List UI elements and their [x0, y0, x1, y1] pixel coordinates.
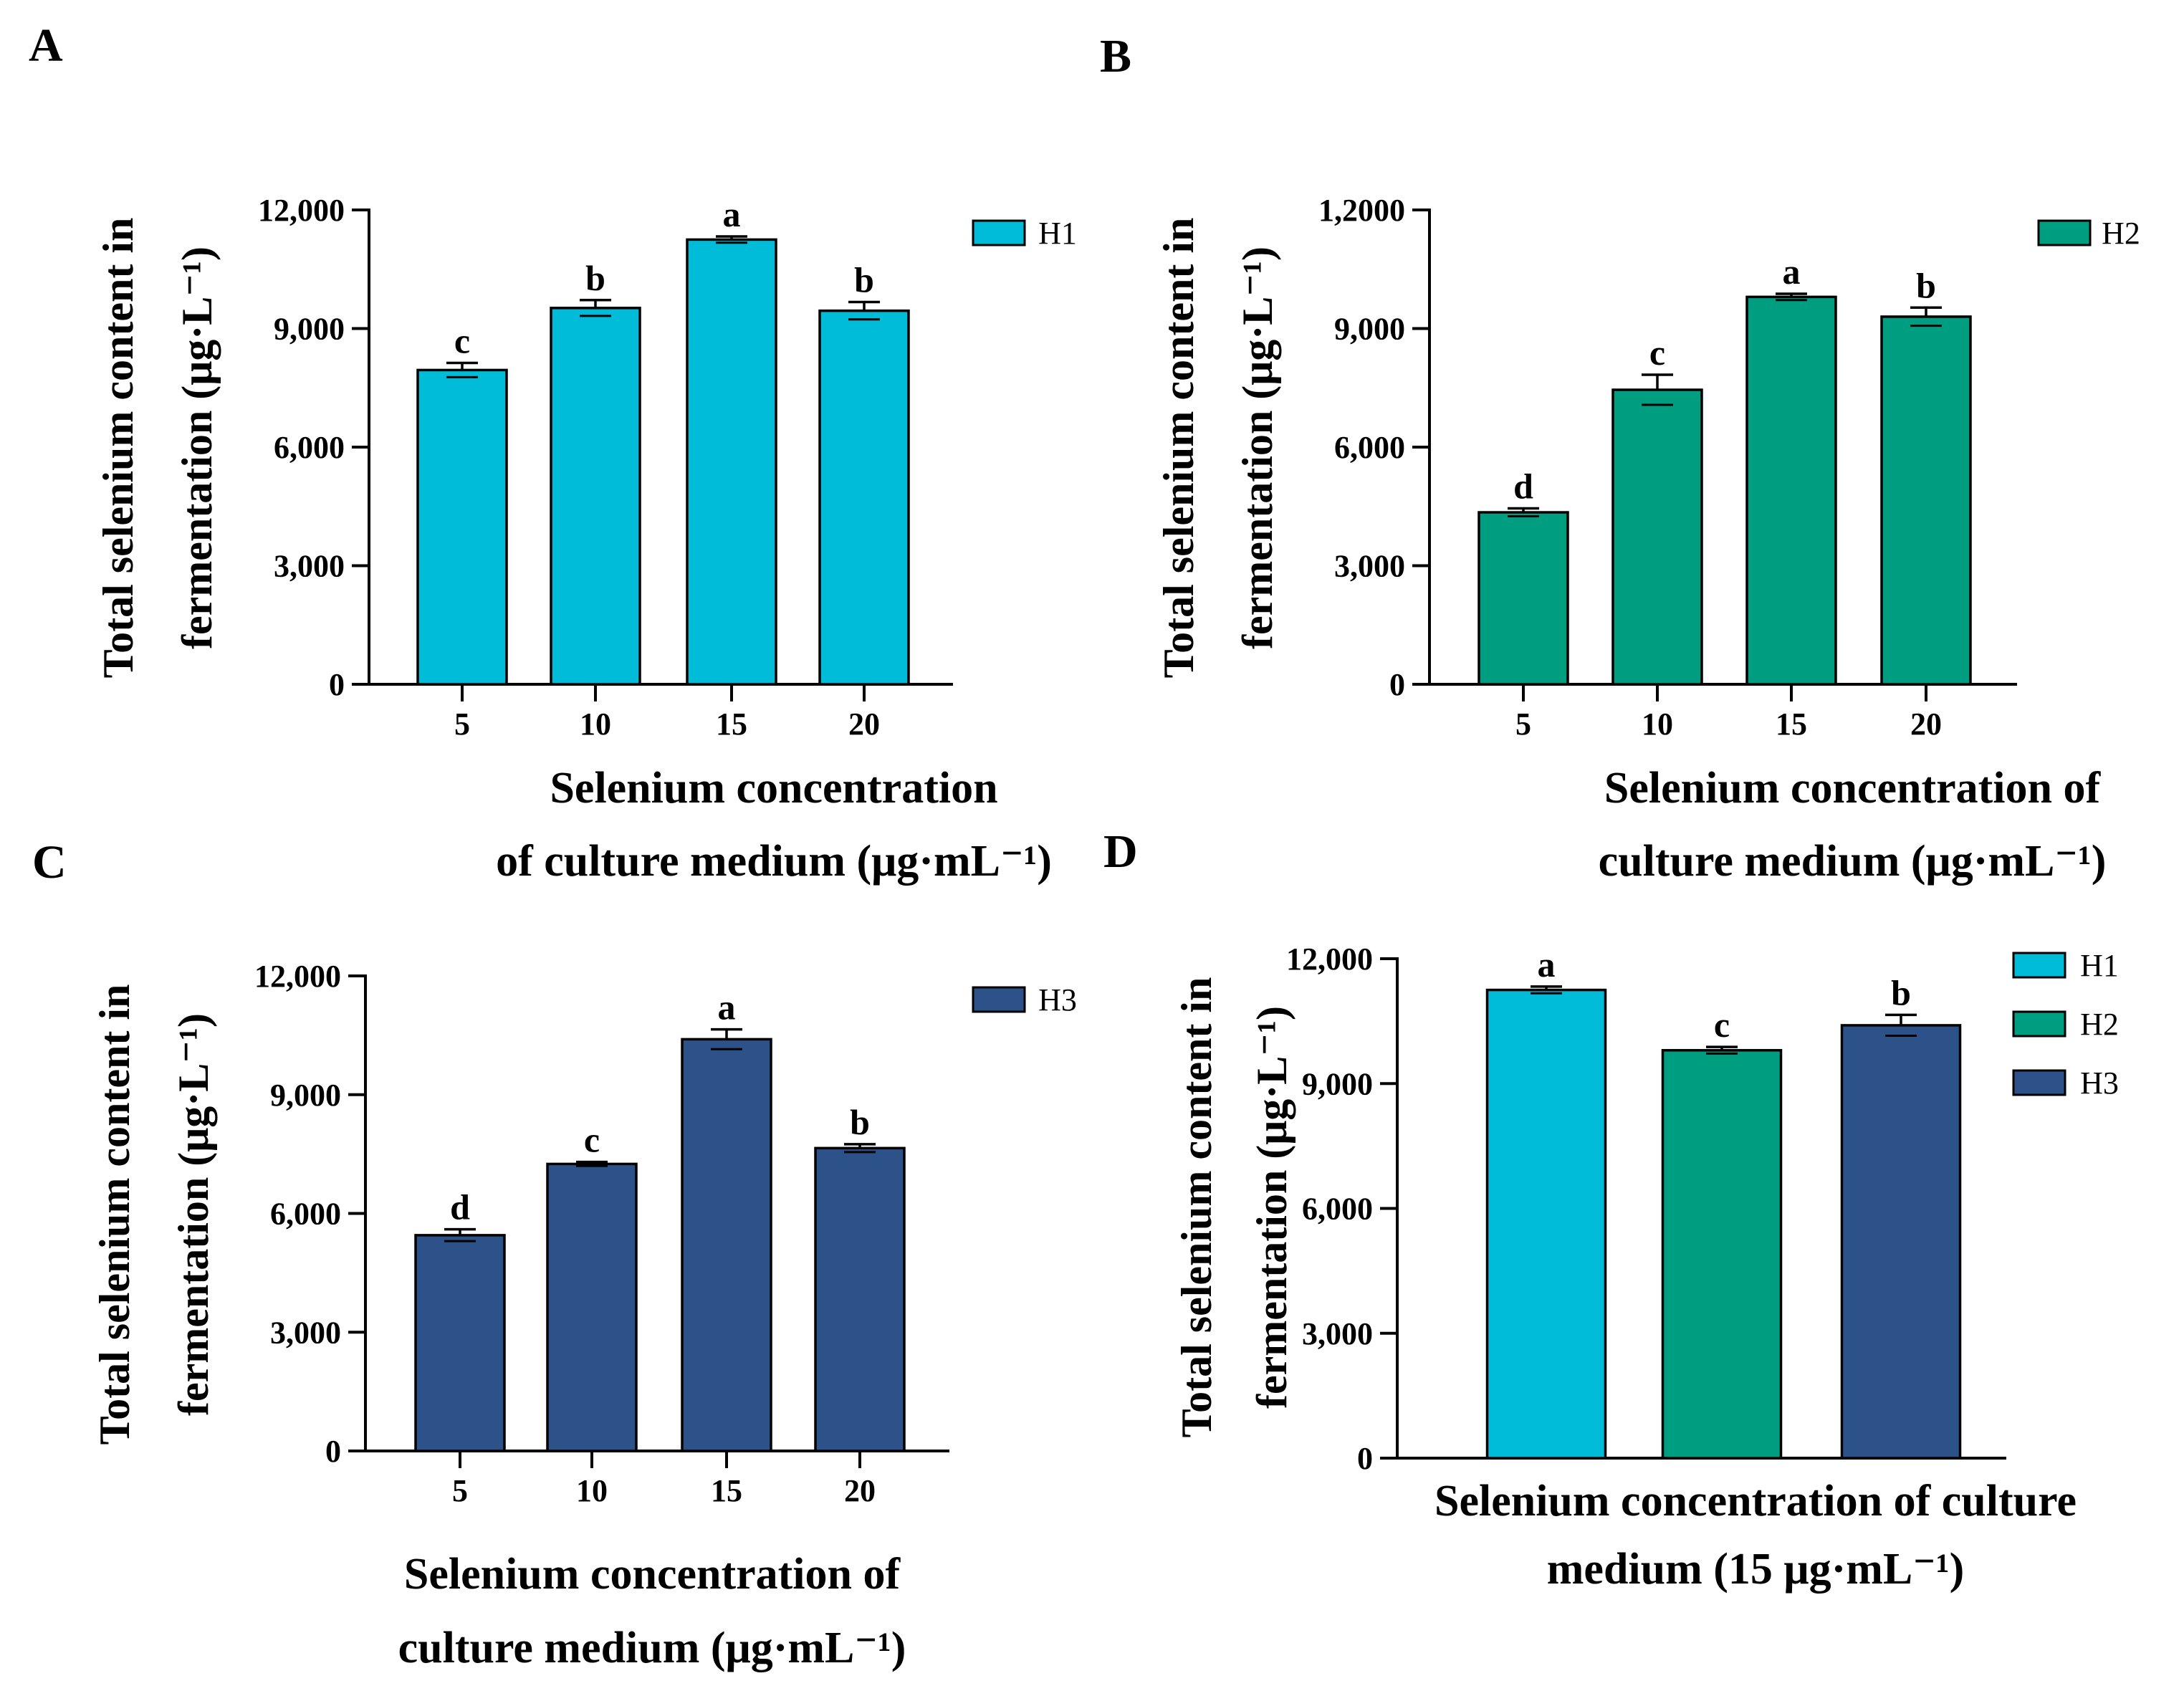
y-tick-label: 6,000 — [274, 430, 345, 465]
y-tick-label: 12,000 — [258, 193, 345, 228]
y-tick-label: 3,000 — [274, 549, 345, 584]
y-axis-label: Total selenium content in — [1155, 218, 1202, 679]
legend-swatch-h2 — [2037, 219, 2092, 246]
y-tick-label: 6,000 — [270, 1197, 341, 1232]
bar-15 — [686, 238, 777, 686]
bar-h2 — [1661, 1049, 1783, 1460]
significance-letter: b — [1891, 972, 1911, 1012]
x-tick-label: 15 — [711, 1473, 742, 1508]
y-axis-label: Total selenium content in — [1173, 977, 1220, 1438]
significance-letter: b — [850, 1102, 870, 1142]
bar-15 — [681, 1038, 772, 1452]
significance-letter: c — [1649, 332, 1665, 373]
x-tick-label: 5 — [454, 706, 470, 742]
panel-label: B — [1100, 30, 1131, 82]
x-axis-label: Selenium concentration of — [404, 1550, 901, 1599]
y-tick-label: 3,000 — [1334, 549, 1405, 584]
y-axis-label: fermentation (μg·L⁻¹) — [1248, 1006, 1295, 1409]
x-tick-label: 20 — [848, 706, 880, 742]
significance-letter: d — [450, 1187, 470, 1227]
panel-c: C 0 3,000 6,000 9,000 12,000 d 5 c 10 a 15 b 20 Total … — [32, 836, 1077, 1672]
x-axis-label: Selenium concentration of — [1604, 764, 2102, 813]
x-axis-label: culture medium (μg·mL⁻¹) — [1599, 837, 2107, 886]
legend-label: H1 — [2080, 948, 2119, 983]
legend-swatch-h1 — [2012, 952, 2066, 979]
panel-label: C — [32, 836, 67, 888]
bar-20 — [818, 309, 910, 686]
x-tick-label: 5 — [1515, 706, 1531, 742]
y-tick-label: 1,2000 — [1318, 193, 1405, 228]
y-tick-label: 0 — [329, 667, 345, 702]
panel-b: B 0 3,000 6,000 9,000 1,2000 d 5 c 10 a 15 b 20 Total … — [1100, 30, 2140, 886]
y-tick-label: 9,000 — [1302, 1066, 1373, 1101]
y-tick-label: 0 — [1357, 1441, 1373, 1476]
bar-15 — [1745, 295, 1837, 686]
x-axis-label: of culture medium (μg·mL⁻¹) — [496, 837, 1052, 886]
bar-5 — [1477, 511, 1569, 686]
significance-letter: b — [585, 258, 605, 298]
x-axis-label: Selenium concentration of culture — [1435, 1477, 2077, 1525]
bar-h1 — [1485, 988, 1607, 1460]
y-axis-label: fermentation (μg·L⁻¹) — [170, 1013, 217, 1416]
y-tick-label: 9,000 — [274, 312, 345, 347]
x-tick-label: 15 — [716, 706, 747, 742]
bar-10 — [550, 307, 641, 686]
y-axis-label: fermentation (μg·L⁻¹) — [173, 246, 221, 649]
legend-swatch-h2 — [2012, 1010, 2066, 1038]
x-axis-label: culture medium (μg·mL⁻¹) — [398, 1624, 906, 1672]
significance-letter: a — [1538, 944, 1556, 985]
y-axis-label: Total selenium content in — [95, 218, 142, 679]
significance-letter: a — [1783, 252, 1801, 292]
y-tick-label: 12,000 — [1286, 942, 1373, 977]
y-tick-label: 9,000 — [270, 1078, 341, 1113]
bar-10 — [546, 1162, 638, 1452]
x-axis-label: Selenium concentration — [550, 764, 997, 813]
panel-d: D 0 3,000 6,000 9,000 12,000 a c b Total selenium… — [1103, 825, 2119, 1594]
x-tick-label: 10 — [580, 706, 611, 742]
x-tick-label: 5 — [452, 1473, 468, 1508]
significance-letter: b — [1916, 265, 1936, 305]
bar-h3 — [1840, 1024, 1962, 1460]
x-tick-label: 20 — [1910, 706, 1942, 742]
legend-label: H1 — [1038, 216, 1077, 251]
bar-5 — [416, 368, 508, 686]
legend-label: H2 — [2102, 216, 2140, 251]
x-tick-label: 10 — [1642, 706, 1673, 742]
x-tick-label: 20 — [844, 1473, 876, 1508]
panel-label: A — [29, 19, 63, 72]
significance-letter: c — [584, 1120, 600, 1160]
bar-20 — [814, 1146, 906, 1452]
panel-a: A 0 3,000 6,000 9,000 12,000 c 5 b 10 a 15 b 20 Total … — [29, 19, 1077, 886]
panel-label: D — [1103, 825, 1138, 878]
significance-letter: b — [854, 260, 874, 300]
significance-letter: d — [1513, 466, 1533, 507]
y-tick-label: 3,000 — [1302, 1316, 1373, 1351]
y-tick-label: 0 — [1389, 667, 1405, 702]
x-axis-label: medium (15 μg·mL⁻¹) — [1547, 1545, 1964, 1594]
y-axis-label: Total selenium content in — [91, 985, 138, 1445]
x-tick-label: 15 — [1776, 706, 1807, 742]
legend-label: H2 — [2080, 1007, 2119, 1042]
bar-5 — [414, 1234, 506, 1452]
bar-10 — [1611, 388, 1703, 686]
significance-letter: c — [454, 320, 470, 360]
legend-label: H3 — [1038, 982, 1077, 1017]
y-tick-label: 9,000 — [1334, 312, 1405, 347]
legend-swatch-h1 — [972, 219, 1026, 246]
y-tick-label: 3,000 — [270, 1315, 341, 1350]
significance-letter: c — [1714, 1005, 1730, 1045]
significance-letter: a — [723, 194, 741, 234]
legend-label: H3 — [2080, 1065, 2119, 1101]
legend-swatch-h3 — [2012, 1069, 2066, 1096]
significance-letter: a — [718, 987, 736, 1027]
y-tick-label: 0 — [325, 1434, 341, 1469]
bar-20 — [1880, 315, 1972, 686]
y-tick-label: 12,000 — [254, 959, 341, 994]
y-axis-label: fermentation (μg·L⁻¹) — [1234, 246, 1281, 649]
y-tick-label: 6,000 — [1302, 1192, 1373, 1227]
y-tick-label: 6,000 — [1334, 430, 1405, 465]
legend-swatch-h3 — [972, 986, 1026, 1013]
x-tick-label: 10 — [576, 1473, 608, 1508]
